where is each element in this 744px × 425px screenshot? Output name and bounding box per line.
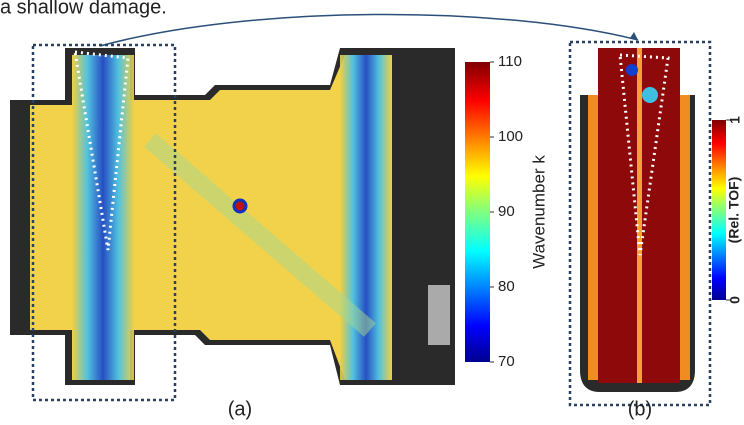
stripe [637, 48, 642, 383]
defect [234, 200, 246, 212]
label-sticker [428, 285, 450, 345]
colorbar-label: (Rel. TOF) [726, 177, 742, 244]
panel-label: (a) [228, 398, 252, 420]
colorbar-ticks: 110 100 90 80 70 [490, 53, 523, 370]
tick-label: 80 [498, 278, 515, 295]
tick-label: 100 [498, 128, 523, 145]
tick-label: 90 [498, 203, 515, 220]
colorbar [712, 120, 726, 300]
tick-label: 70 [498, 353, 515, 370]
figure: a shallow damage. 110 100 90 80 70 Wavenumbe… [0, 0, 744, 425]
damage-spot [642, 87, 658, 103]
page: a shallow damage. 110 100 90 80 70 Wavenumbe… [0, 0, 744, 425]
damage-spot [626, 64, 638, 76]
colorbar [465, 62, 490, 362]
tick-label: 0 [727, 296, 743, 304]
stripe [680, 95, 690, 380]
panel-label: (b) [628, 398, 652, 420]
arrow [100, 14, 638, 46]
blue-band [72, 55, 134, 380]
tick-label: 1 [727, 116, 743, 124]
tick-label: 110 [498, 53, 522, 70]
caption: a shallow damage. [0, 0, 167, 18]
stripe [588, 95, 598, 380]
colorbar-label: Wavenumber k [529, 155, 548, 269]
